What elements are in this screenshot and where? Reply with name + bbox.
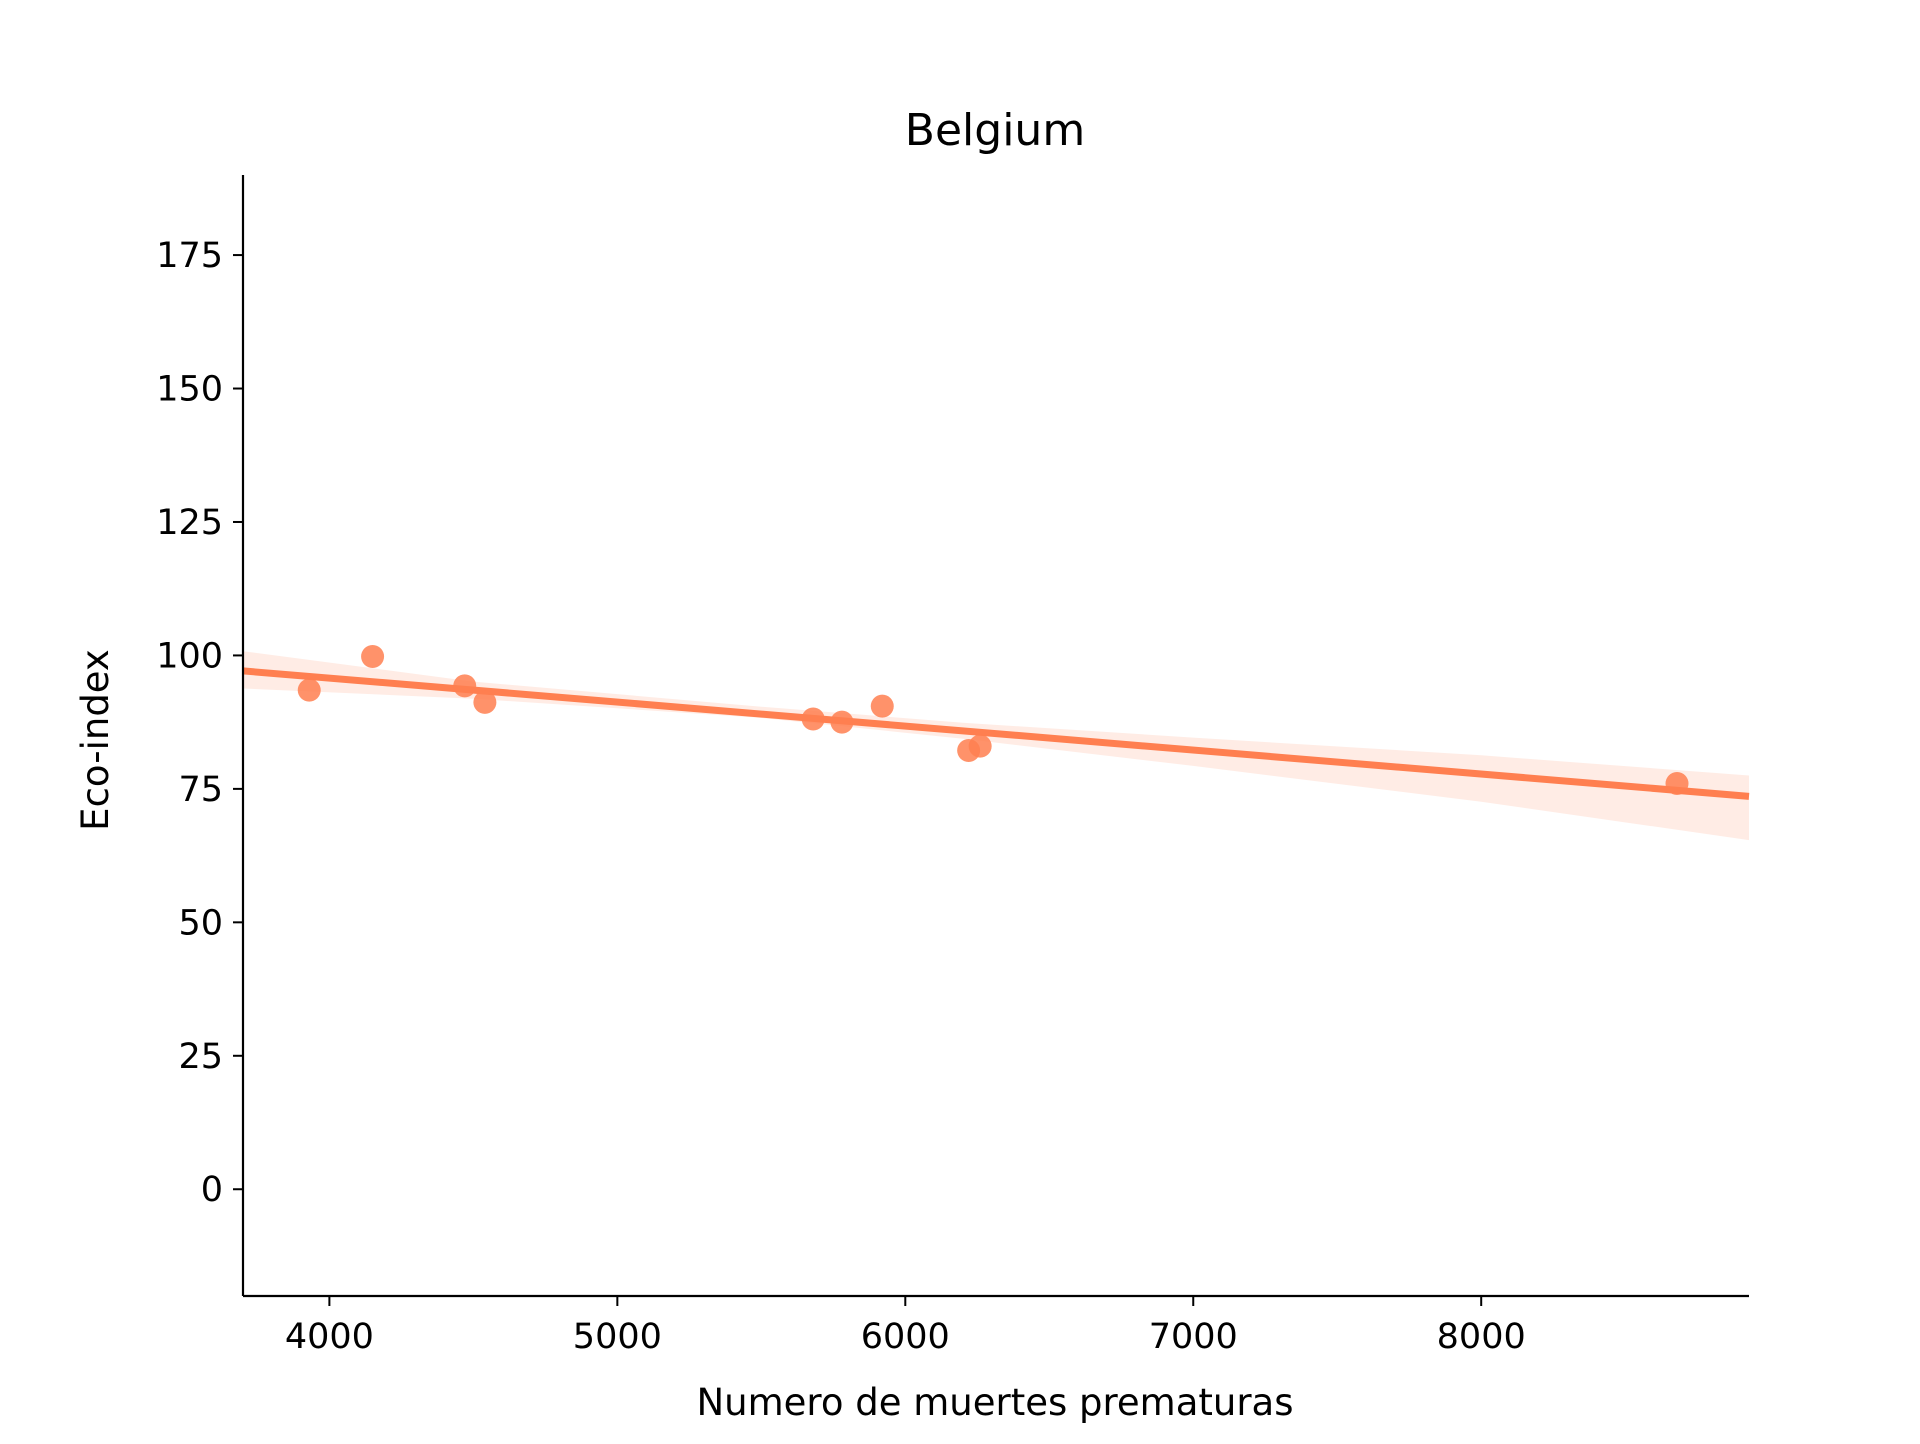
data-points-layer bbox=[297, 644, 1689, 796]
x-ticks: 4000 5000 6000 7000 8000 bbox=[285, 1296, 1526, 1357]
data-point bbox=[473, 690, 497, 714]
confidence-band bbox=[243, 651, 1749, 841]
regression-line-layer bbox=[242, 667, 1750, 800]
axes-layer: 4000 5000 6000 7000 8000 0 25 50 75 100 125 150 175 bbox=[156, 175, 1749, 1357]
x-tick-label: 6000 bbox=[861, 1317, 950, 1357]
data-point bbox=[453, 674, 477, 698]
x-axis-label: Numero de muertes prematuras bbox=[696, 1381, 1293, 1424]
y-tick-label: 50 bbox=[178, 903, 223, 943]
data-point bbox=[297, 678, 321, 702]
y-tick-label: 0 bbox=[201, 1170, 223, 1210]
data-point bbox=[830, 710, 854, 734]
x-tick-label: 7000 bbox=[1149, 1317, 1238, 1357]
chart-title: Belgium bbox=[905, 105, 1085, 156]
data-point bbox=[801, 707, 825, 731]
y-tick-label: 25 bbox=[178, 1037, 223, 1077]
data-point bbox=[361, 644, 385, 668]
y-tick-label: 150 bbox=[156, 370, 223, 410]
x-tick-label: 5000 bbox=[573, 1317, 662, 1357]
y-tick-label: 175 bbox=[156, 236, 223, 276]
y-tick-label: 100 bbox=[156, 636, 223, 676]
x-tick-label: 8000 bbox=[1437, 1317, 1526, 1357]
regression-line bbox=[242, 667, 1750, 800]
data-point bbox=[870, 694, 894, 718]
y-ticks: 0 25 50 75 100 125 150 175 bbox=[156, 236, 243, 1210]
y-tick-label: 125 bbox=[156, 503, 223, 543]
data-point bbox=[968, 734, 992, 758]
x-tick-label: 4000 bbox=[285, 1317, 374, 1357]
y-axis-label: Eco-index bbox=[74, 649, 117, 831]
y-tick-label: 75 bbox=[178, 770, 223, 810]
confidence-band-layer bbox=[243, 651, 1749, 841]
data-point bbox=[1665, 772, 1689, 796]
